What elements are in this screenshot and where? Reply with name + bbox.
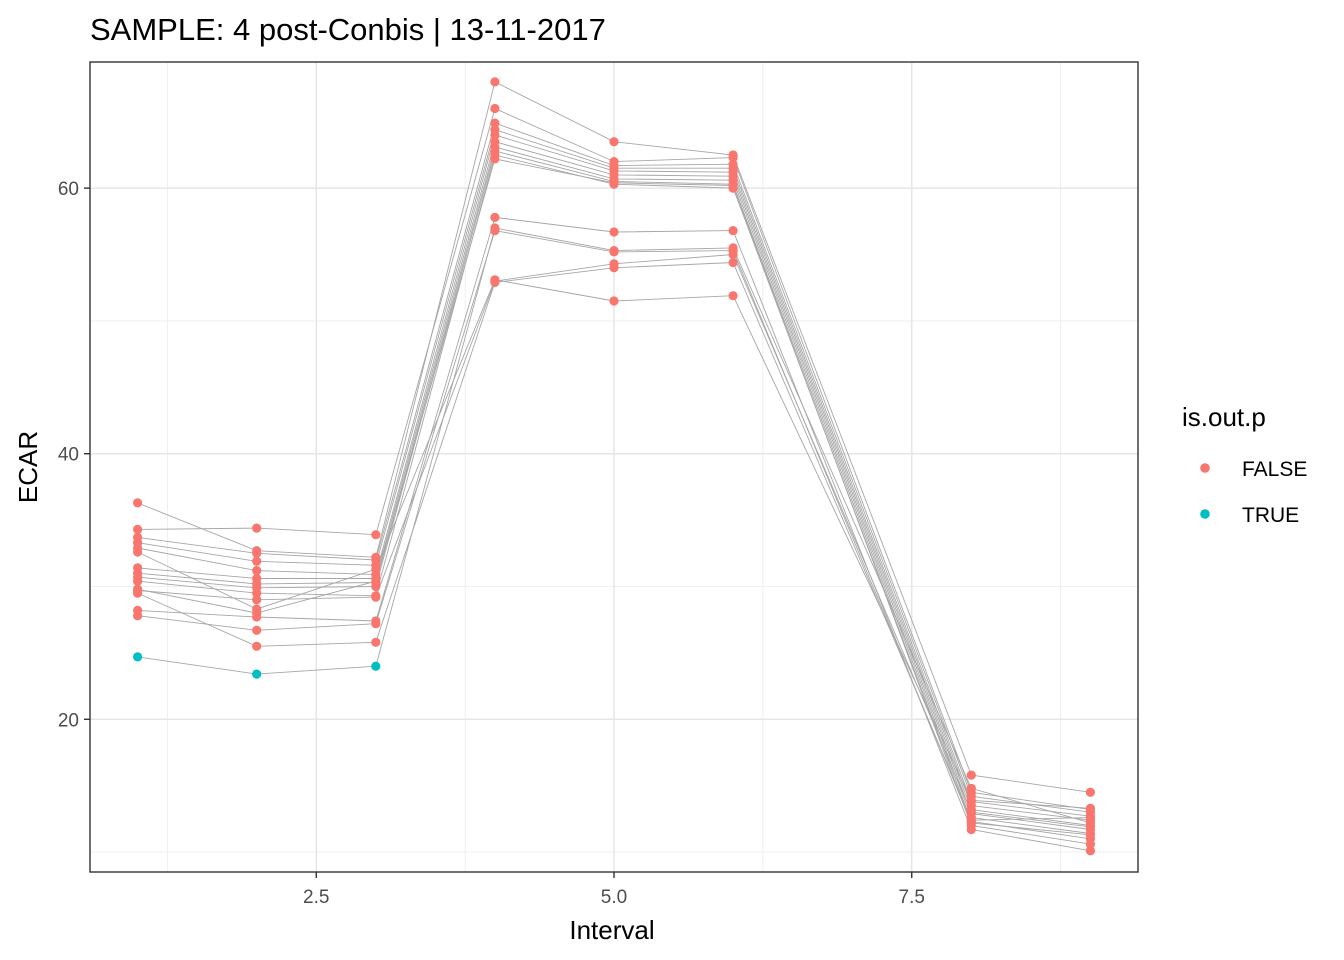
series-lines bbox=[137, 81, 1091, 852]
data-point bbox=[490, 275, 500, 285]
data-point bbox=[133, 547, 143, 557]
data-point bbox=[966, 795, 976, 805]
data-point bbox=[252, 641, 262, 651]
series-line bbox=[137, 279, 1091, 809]
data-point bbox=[252, 548, 262, 558]
grid-lines bbox=[90, 62, 1138, 872]
data-point bbox=[252, 523, 262, 533]
y-tick-label: 20 bbox=[58, 710, 79, 731]
legend-entries: FALSE TRUE bbox=[1200, 458, 1307, 527]
x-axis-title: Interval bbox=[569, 915, 654, 945]
legend-key-false bbox=[1200, 463, 1210, 473]
data-point bbox=[728, 257, 738, 268]
data-point bbox=[371, 530, 381, 540]
data-point bbox=[966, 815, 976, 825]
data-point bbox=[371, 576, 381, 586]
data-point bbox=[133, 498, 143, 508]
x-tick-label: 7.5 bbox=[899, 887, 925, 908]
data-point bbox=[966, 783, 976, 793]
series-line bbox=[137, 146, 1091, 830]
y-tick-label: 40 bbox=[58, 445, 79, 466]
series-line bbox=[137, 129, 1091, 817]
data-point bbox=[133, 588, 143, 598]
data-point bbox=[371, 564, 381, 574]
data-point bbox=[133, 524, 143, 535]
series-line bbox=[137, 227, 1091, 824]
series-line bbox=[137, 216, 1091, 852]
data-point bbox=[371, 637, 381, 647]
legend: is.out.p FALSE TRUE bbox=[1182, 402, 1307, 527]
data-point bbox=[966, 770, 976, 780]
series-line bbox=[137, 122, 1091, 813]
data-point bbox=[252, 612, 262, 622]
data-point bbox=[371, 592, 381, 602]
series-line bbox=[137, 254, 1091, 828]
data-point bbox=[490, 154, 500, 164]
data-point bbox=[609, 137, 619, 147]
legend-key-true bbox=[1200, 509, 1210, 519]
data-point bbox=[1085, 846, 1095, 856]
data-point bbox=[252, 625, 262, 635]
data-point bbox=[728, 243, 738, 253]
data-point bbox=[1085, 830, 1095, 840]
y-tick-label: 60 bbox=[58, 179, 79, 200]
data-point bbox=[252, 556, 262, 566]
data-point bbox=[609, 178, 619, 188]
series-line bbox=[137, 141, 1091, 826]
data-point bbox=[609, 296, 619, 306]
series-line bbox=[137, 81, 1091, 793]
data-point bbox=[490, 130, 500, 140]
data-point bbox=[1085, 787, 1095, 797]
data-point bbox=[252, 588, 262, 598]
data-point bbox=[966, 824, 976, 835]
x-tick-label: 5.0 bbox=[601, 887, 627, 908]
x-tick-label: 2.5 bbox=[303, 887, 329, 908]
series-line bbox=[137, 150, 1091, 834]
chart-title: SAMPLE: 4 post-Conbis | 13-11-2017 bbox=[90, 12, 606, 47]
y-axis-title: ECAR bbox=[13, 431, 43, 503]
data-point bbox=[728, 291, 738, 301]
data-point bbox=[133, 576, 143, 586]
data-point bbox=[609, 227, 619, 237]
y-axis: 20 40 60 bbox=[58, 179, 90, 731]
legend-label-true: TRUE bbox=[1242, 504, 1299, 527]
data-point bbox=[609, 263, 619, 273]
data-point bbox=[728, 226, 738, 236]
data-point bbox=[371, 619, 381, 629]
series-line bbox=[137, 134, 1091, 821]
data-point bbox=[1085, 818, 1095, 828]
data-point bbox=[490, 118, 500, 128]
data-point bbox=[728, 249, 738, 260]
data-point bbox=[1085, 839, 1095, 849]
data-point bbox=[490, 77, 500, 87]
legend-title: is.out.p bbox=[1182, 402, 1266, 432]
series-line bbox=[137, 262, 1091, 821]
data-points bbox=[133, 77, 1095, 856]
data-point bbox=[490, 103, 500, 114]
data-point bbox=[252, 604, 262, 614]
data-point bbox=[609, 246, 619, 256]
data-point bbox=[490, 223, 500, 233]
data-point bbox=[133, 611, 143, 621]
data-point bbox=[728, 153, 738, 163]
data-point bbox=[252, 595, 262, 605]
data-point bbox=[728, 180, 738, 191]
series-line bbox=[137, 107, 1091, 811]
data-point-outlier bbox=[371, 661, 381, 671]
data-point bbox=[966, 807, 976, 817]
plot-area bbox=[89, 61, 1139, 873]
data-point bbox=[1085, 803, 1095, 813]
legend-label-false: FALSE bbox=[1242, 458, 1307, 481]
data-point bbox=[490, 212, 500, 222]
data-point-outlier bbox=[252, 669, 262, 679]
data-point-outlier bbox=[133, 652, 143, 662]
x-axis: 2.5 5.0 7.5 bbox=[303, 872, 925, 908]
data-point bbox=[252, 566, 262, 576]
